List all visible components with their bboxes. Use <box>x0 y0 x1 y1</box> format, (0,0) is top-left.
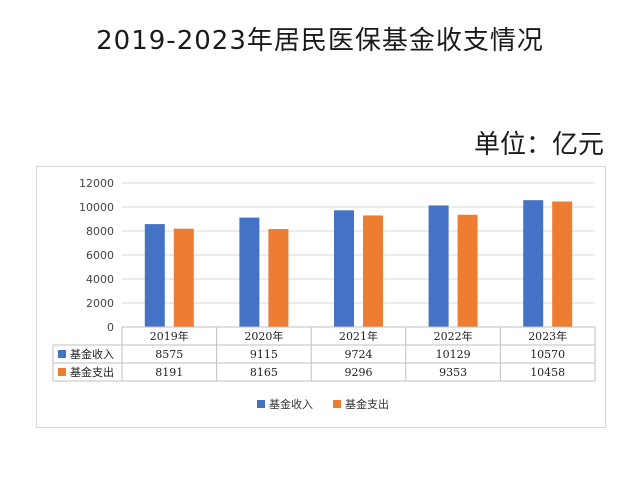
x-category-label: 2023年 <box>528 329 567 343</box>
expense-bar <box>268 229 289 327</box>
unit-label: 单位：亿元 <box>473 130 604 160</box>
data-value-label: 9724 <box>345 348 373 361</box>
series-row-label: 基金收入 <box>70 347 114 361</box>
expense-bar <box>457 214 478 327</box>
data-value-label: 8575 <box>155 348 183 361</box>
y-tick-label: 10000 <box>79 201 114 214</box>
legend-key-marker <box>58 350 66 358</box>
data-value-label: 9353 <box>439 366 467 379</box>
legend-label: 基金支出 <box>345 397 389 411</box>
legend-swatch <box>257 400 265 408</box>
legend-key-marker <box>58 368 66 376</box>
expense-bar <box>552 201 573 327</box>
data-value-label: 8165 <box>250 366 278 379</box>
y-tick-label: 0 <box>107 321 114 334</box>
data-value-label: 9296 <box>345 366 373 379</box>
income-bar <box>239 217 260 327</box>
expense-bar <box>173 228 194 327</box>
data-value-label: 10570 <box>530 348 565 361</box>
y-tick-label: 12000 <box>79 177 114 190</box>
income-bar <box>428 205 449 327</box>
data-value-label: 8191 <box>155 366 183 379</box>
data-value-label: 9115 <box>250 348 278 361</box>
legend-label: 基金收入 <box>269 397 313 411</box>
x-category-label: 2020年 <box>244 329 283 343</box>
expense-bar <box>363 215 383 327</box>
series-row-label: 基金支出 <box>70 365 114 379</box>
income-bar <box>523 200 544 327</box>
chart-title: 2019-2023年居民医保基金收支情况 <box>96 26 544 56</box>
y-tick-label: 8000 <box>86 225 114 238</box>
x-category-label: 2019年 <box>150 329 189 343</box>
chart-frame: 0 2000 4000 6000 8000 10000 12000 2019年 2020年 202… <box>36 166 606 428</box>
data-value-label: 10458 <box>530 366 565 379</box>
y-tick-label: 6000 <box>86 249 114 262</box>
income-bar <box>144 224 165 327</box>
x-category-label: 2021年 <box>339 329 378 343</box>
x-category-label: 2022年 <box>434 329 473 343</box>
legend-swatch <box>333 400 341 408</box>
data-value-label: 10129 <box>436 348 471 361</box>
bar-chart: 0 2000 4000 6000 8000 10000 12000 2019年 2020年 202… <box>52 177 596 411</box>
y-tick-label: 2000 <box>86 297 114 310</box>
y-tick-label: 4000 <box>86 273 114 286</box>
income-bar <box>334 210 354 327</box>
